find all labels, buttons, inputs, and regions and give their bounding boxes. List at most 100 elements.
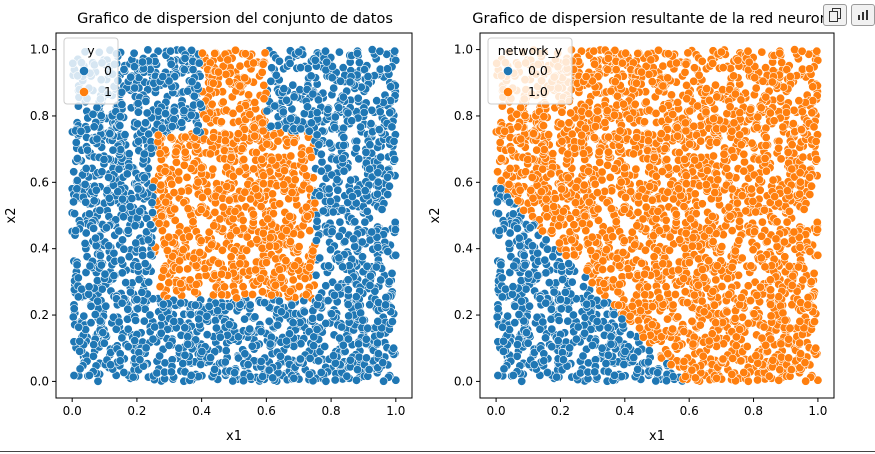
- scatter-point: [359, 108, 369, 118]
- scatter-point: [75, 336, 85, 346]
- scatter-point: [129, 48, 139, 58]
- x-tick-label: 0.6: [257, 404, 276, 418]
- scatter-point: [554, 315, 564, 325]
- scatter-point: [613, 287, 623, 297]
- scatter-point: [265, 339, 275, 349]
- scatter-point: [152, 368, 162, 378]
- scatter-point: [197, 193, 207, 203]
- scatter-point: [140, 259, 150, 269]
- scatter-point: [71, 138, 81, 148]
- scatter-point: [541, 204, 551, 214]
- scatter-point: [196, 359, 206, 369]
- scatter-point: [266, 121, 276, 131]
- scatter-point: [85, 261, 95, 271]
- scatter-point: [240, 349, 250, 359]
- scatter-point: [390, 46, 400, 56]
- scatter-point: [352, 48, 362, 58]
- scatter-point: [761, 63, 771, 73]
- scatter-point: [95, 251, 105, 261]
- scatter-point: [296, 149, 306, 159]
- scatter-point: [256, 202, 266, 212]
- scatter-point: [72, 184, 82, 194]
- scatter-point: [314, 140, 324, 150]
- scatter-point: [184, 232, 194, 242]
- scatter-point: [248, 209, 258, 219]
- scatter-point: [357, 252, 367, 262]
- scatter-point: [230, 368, 240, 378]
- scatter-point: [159, 265, 169, 275]
- scatter-point: [148, 208, 158, 218]
- scatter-point: [279, 84, 289, 94]
- scatter-point: [174, 343, 184, 353]
- scatter-point: [364, 365, 374, 375]
- scatter-point: [208, 164, 218, 174]
- scatter-point: [213, 67, 223, 77]
- scatter-point: [537, 226, 547, 236]
- scatter-point: [554, 238, 564, 248]
- scatter-point: [144, 129, 154, 139]
- scatter-point: [250, 131, 260, 141]
- scatter-point: [166, 367, 176, 377]
- scatter-point: [365, 140, 375, 150]
- scatter-point: [174, 264, 184, 274]
- scatter-point: [708, 151, 718, 161]
- legend-marker: [79, 87, 89, 97]
- scatter-point: [373, 168, 383, 178]
- scatter-point: [336, 76, 346, 86]
- scatter-point: [89, 340, 99, 350]
- scatter-point: [158, 299, 168, 309]
- scatter-point: [186, 309, 196, 319]
- scatter-point: [372, 189, 382, 199]
- scatter-point: [288, 275, 298, 285]
- scatter-point: [312, 108, 322, 118]
- scatter-point: [228, 108, 238, 118]
- scatter-point: [153, 46, 163, 56]
- scatter-point: [145, 310, 155, 320]
- scatter-point: [505, 164, 515, 174]
- scatter-point: [167, 179, 177, 189]
- scatter-point: [753, 375, 763, 385]
- scatter-point: [104, 241, 114, 251]
- x-tick-label: 0.2: [127, 404, 146, 418]
- scatter-point: [279, 180, 289, 190]
- scatter-point: [258, 371, 268, 381]
- scatter-point: [266, 290, 276, 300]
- scatter-point: [221, 346, 231, 356]
- scatter-point: [390, 154, 400, 164]
- scatter-point: [81, 164, 91, 174]
- scatter-point: [382, 172, 392, 182]
- scatter-point: [643, 357, 653, 367]
- scatter-point: [117, 100, 127, 110]
- scatter-point: [302, 102, 312, 112]
- scatter-point: [387, 268, 397, 278]
- scatter-point: [194, 58, 204, 68]
- scatter-point: [205, 149, 215, 159]
- scatter-point: [218, 202, 228, 212]
- scatter-point: [228, 376, 238, 386]
- scatter-point: [90, 309, 100, 319]
- scatter-point: [127, 194, 137, 204]
- scatter-point: [356, 122, 366, 132]
- scatter-point: [755, 185, 765, 195]
- scatter-point: [349, 234, 359, 244]
- scatter-point: [223, 55, 233, 65]
- scatter-point: [360, 217, 370, 227]
- scatter-point: [204, 301, 214, 311]
- scatter-point: [220, 357, 230, 367]
- scatter-point: [250, 98, 260, 108]
- scatter-point: [71, 226, 81, 236]
- scatter-point: [386, 96, 396, 106]
- scatter-point: [306, 152, 316, 162]
- scatter-point: [234, 167, 244, 177]
- scatter-point: [323, 261, 333, 271]
- scatter-point: [288, 318, 298, 328]
- scatter-point: [290, 261, 300, 271]
- scatter-point: [208, 133, 218, 143]
- scatter-point: [232, 226, 242, 236]
- scatter-point: [748, 245, 758, 255]
- scatter-point: [266, 76, 276, 86]
- scatter-point: [376, 152, 386, 162]
- scatter-point: [180, 53, 190, 63]
- scatter-point: [257, 287, 267, 297]
- scatter-point: [188, 65, 198, 75]
